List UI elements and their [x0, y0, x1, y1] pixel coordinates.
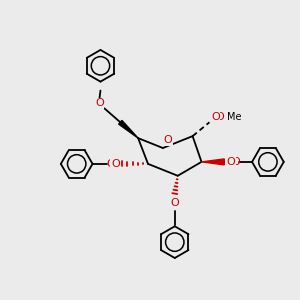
- Text: O: O: [211, 112, 220, 122]
- Text: O: O: [170, 199, 179, 208]
- Polygon shape: [118, 120, 138, 138]
- Text: O: O: [106, 159, 115, 169]
- Text: O: O: [227, 157, 236, 167]
- Text: Me: Me: [227, 112, 242, 122]
- Text: O: O: [111, 159, 120, 169]
- Text: O: O: [164, 135, 172, 145]
- Text: O: O: [95, 98, 104, 108]
- Text: O: O: [231, 157, 240, 167]
- Text: O: O: [95, 98, 104, 108]
- Text: O: O: [164, 135, 172, 145]
- Polygon shape: [202, 159, 224, 165]
- Text: O: O: [215, 112, 224, 122]
- Text: Me: Me: [227, 112, 242, 122]
- Text: O: O: [170, 199, 179, 208]
